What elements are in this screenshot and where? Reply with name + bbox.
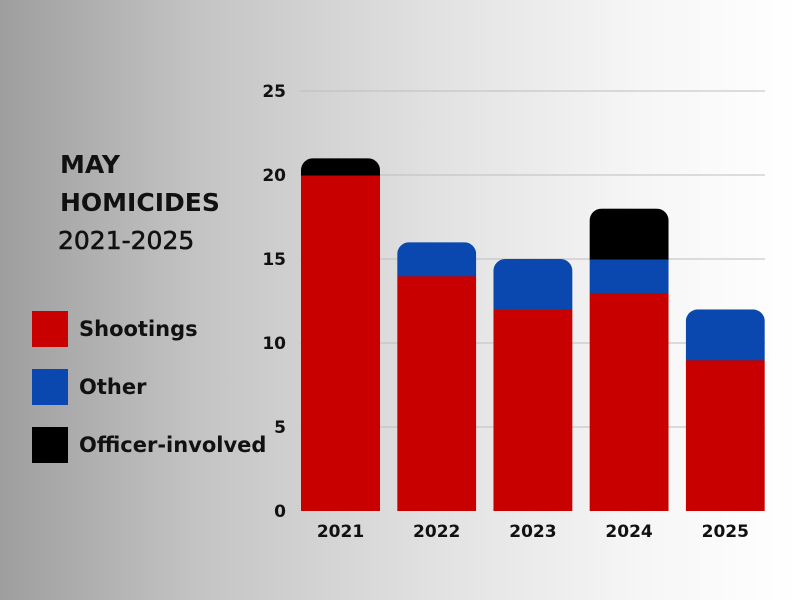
bar-2023 (493, 259, 573, 511)
legend-swatch-other (32, 369, 68, 405)
bar-2025 (685, 309, 765, 511)
legend-label: Shootings (79, 317, 198, 341)
title-line-3: 2021-2025 (58, 226, 195, 256)
bar-segment-shootings-2022 (397, 275, 477, 511)
bar-segment-shootings-2023 (493, 309, 573, 511)
bar-segment-shootings-2025 (685, 359, 765, 511)
y-tick-label: 10 (262, 334, 286, 354)
legend-item-officer-involved: Officer-involved (32, 427, 266, 463)
bar-segment-shootings-2021 (301, 175, 380, 511)
x-tick-label: 2022 (413, 522, 460, 542)
legend-label: Other (79, 375, 147, 399)
bar-2024 (589, 208, 669, 511)
chart-title: MAY HOMICIDES 2021-2025 (58, 146, 220, 260)
bar-segment-shootings-2024 (589, 292, 669, 511)
y-tick-label: 15 (262, 250, 286, 270)
bar-segment-officer-involved-2024 (589, 208, 669, 260)
legend-item-shootings: Shootings (32, 311, 266, 347)
bar-segment-other-2025 (685, 309, 765, 361)
y-tick-label: 25 (262, 82, 286, 102)
x-tick-label: 2021 (317, 522, 364, 542)
x-tick-label: 2025 (702, 522, 749, 542)
x-tick-label: 2024 (605, 522, 652, 542)
bar-segment-officer-involved-2021 (301, 158, 380, 176)
x-tick-label: 2023 (509, 522, 556, 542)
legend-swatch-shootings (32, 311, 68, 347)
bar-segment-other-2022 (397, 242, 477, 277)
legend: Shootings Other Officer-involved (32, 311, 266, 485)
y-tick-label: 0 (274, 502, 286, 522)
legend-label: Officer-involved (79, 433, 267, 457)
title-line-2: HOMICIDES (60, 188, 220, 217)
title-line-1: MAY (60, 150, 120, 179)
y-tick-label: 5 (274, 418, 286, 438)
bar-segment-other-2023 (493, 259, 573, 310)
y-tick-label: 20 (262, 166, 286, 186)
bar-segment-other-2024 (589, 259, 669, 294)
legend-item-other: Other (32, 369, 266, 405)
legend-swatch-officer-involved (32, 427, 68, 463)
bar-2022 (397, 242, 477, 511)
bar-2021 (301, 158, 380, 511)
